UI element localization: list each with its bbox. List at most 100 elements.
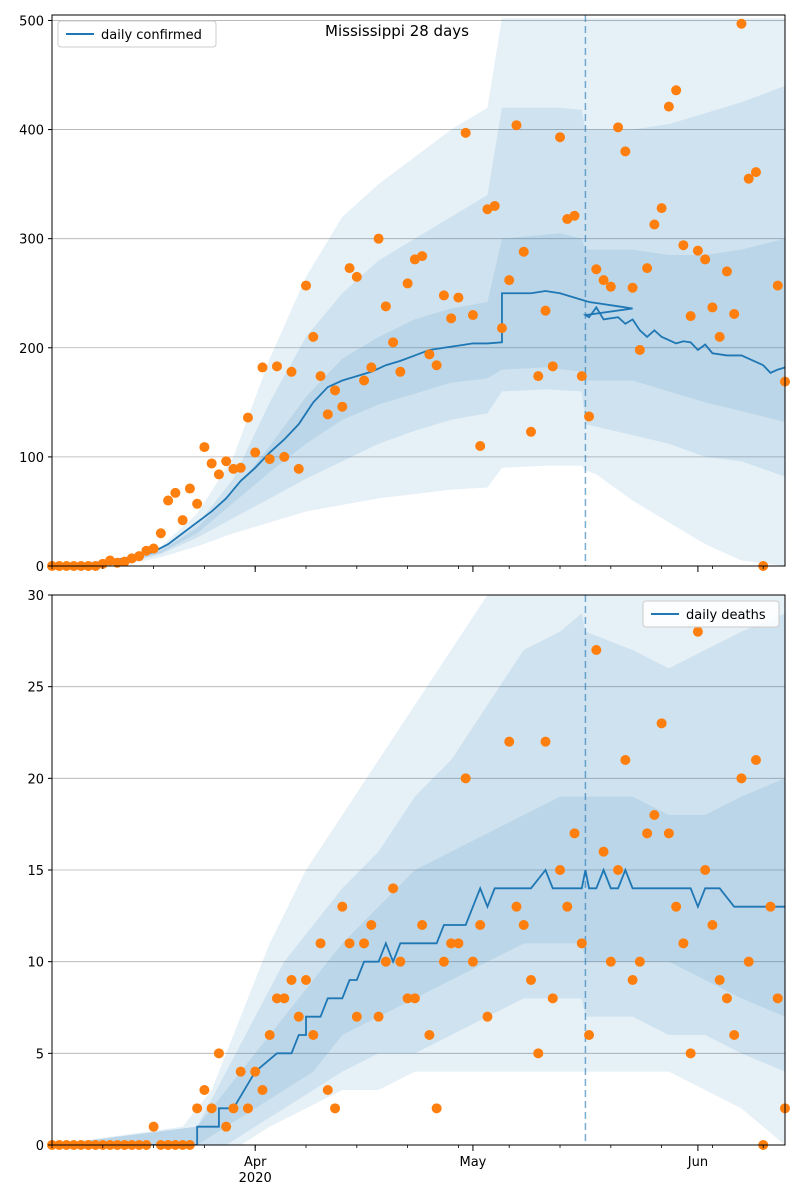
chart-1-point-79 (634, 956, 645, 967)
chart-1-point-77 (620, 755, 631, 765)
chart-0-point-27 (242, 412, 253, 423)
chart-1-ytick-label-4: 20 (27, 772, 44, 787)
chart-1-point-42 (351, 1011, 362, 1022)
chart-1-legend: daily deaths (642, 600, 780, 628)
chart-1-ytick-label-0: 0 (36, 1139, 44, 1154)
chart-0-ytick-label-2: 200 (19, 342, 44, 357)
chart-0-point-74 (584, 411, 595, 422)
chart-0-point-36 (308, 331, 319, 342)
chart-0-interval-band-0 (52, 18, 785, 566)
chart-1-point-37 (315, 938, 326, 949)
chart-1-point-55 (446, 938, 457, 949)
chart-1-point-83 (663, 828, 674, 839)
chart-0-point-22 (206, 458, 217, 469)
chart-1-point-85 (678, 938, 689, 949)
chart-0-point-61 (489, 200, 500, 211)
chart-0-point-17 (170, 487, 181, 498)
chart-0-point-66 (525, 426, 536, 437)
chart-1-point-39 (330, 1103, 341, 1114)
chart-1-point-52 (424, 1030, 435, 1040)
confirmed-chart: 0 100 200 300 400 500 daily confirmed (19, 14, 790, 575)
chart-1-interval-band-0 (52, 595, 785, 1145)
chart-0-point-54 (438, 290, 449, 301)
chart-0-ytick-label-1: 100 (19, 451, 44, 466)
chart-1-point-41 (344, 938, 355, 949)
chart-1-point-64 (525, 975, 536, 985)
chart-0-point-75 (591, 264, 602, 275)
chart-1-point-35 (301, 975, 312, 985)
chart-0-ytick-label-3: 300 (19, 233, 44, 248)
chart-0-ytick-label-0: 0 (36, 560, 44, 575)
chart-1-ytick-label-5: 25 (27, 681, 44, 696)
chart-1-point-74 (598, 846, 609, 857)
chart-1-point-40 (337, 901, 348, 912)
chart-0-point-58 (467, 310, 478, 321)
chart-0-point-68 (540, 305, 551, 316)
chart-0-point-78 (613, 122, 624, 133)
chart-0-point-92 (714, 331, 725, 342)
chart-1-ytick-label-6: 30 (27, 589, 44, 604)
chart-1-point-80 (642, 828, 653, 839)
chart-1-point-61 (504, 736, 515, 747)
chart-1-point-50 (409, 993, 420, 1004)
chart-0-point-20 (192, 498, 203, 509)
chart-0-point-14 (148, 543, 159, 554)
chart-1-point-73 (591, 645, 602, 655)
chart-0-point-53 (431, 360, 442, 371)
chart-0-point-48 (395, 366, 406, 377)
chart-1-point-53 (431, 1103, 442, 1114)
chart-0-point-89 (692, 245, 703, 256)
chart-1-ytick-label-1: 5 (36, 1047, 44, 1062)
chart-0-legend-box (57, 20, 217, 48)
chart-1-legend-box (642, 600, 780, 628)
chart-0-point-12 (134, 551, 145, 562)
chart-1-point-82 (656, 718, 667, 729)
chart-0-point-63 (504, 275, 515, 286)
chart-1-point-27 (242, 1103, 253, 1114)
chart-1-point-89 (707, 920, 718, 930)
chart-0-point-91 (707, 302, 718, 313)
chart-0-point-97 (750, 167, 761, 178)
chart-1-point-93 (736, 773, 747, 784)
chart-0-point-46 (380, 301, 391, 312)
chart-0-point-56 (453, 292, 464, 303)
chart-0-point-44 (366, 362, 377, 373)
chart-0-point-57 (460, 127, 471, 138)
chart-1-point-57 (460, 773, 471, 784)
chart-1-point-22 (206, 1103, 217, 1114)
chart-0-point-26 (235, 462, 246, 473)
chart-0-point-81 (634, 344, 645, 355)
chart-1-point-14 (148, 1121, 159, 1132)
chart-0-point-51 (417, 251, 428, 262)
chart-1-point-31 (271, 993, 282, 1004)
chart-0-point-37 (315, 371, 326, 382)
chart-1-point-84 (671, 901, 682, 912)
chart-0-ytick-label-4: 400 (19, 124, 44, 139)
chart-1-point-56 (453, 938, 464, 949)
chart-1-point-92 (729, 1030, 740, 1040)
chart-1-xtick-label-1: May (459, 1155, 486, 1170)
chart-0-point-49 (402, 278, 413, 289)
chart-0-point-52 (424, 349, 435, 360)
chart-0-point-96 (743, 173, 754, 184)
chart-0-point-34 (293, 463, 304, 474)
chart-1-point-36 (308, 1030, 319, 1040)
chart-1-interval-band-2 (52, 778, 785, 1145)
chart-1-point-88 (700, 865, 711, 875)
chart-0-point-84 (656, 203, 667, 214)
chart-0-point-15 (155, 528, 166, 539)
chart-0-point-70 (555, 132, 566, 143)
chart-0-point-88 (685, 311, 696, 322)
chart-0-point-31 (271, 361, 282, 372)
chart-0-median-line (109, 290, 785, 562)
chart-1-ytick-label-3: 15 (27, 864, 44, 879)
chart-1-ytick-label-2: 10 (27, 956, 44, 971)
chart-1-median-line (52, 867, 785, 1145)
chart-1-point-98 (772, 993, 783, 1004)
chart-1-point-30 (264, 1030, 275, 1040)
chart-1-point-72 (584, 1030, 595, 1040)
chart-0-point-43 (359, 375, 370, 386)
